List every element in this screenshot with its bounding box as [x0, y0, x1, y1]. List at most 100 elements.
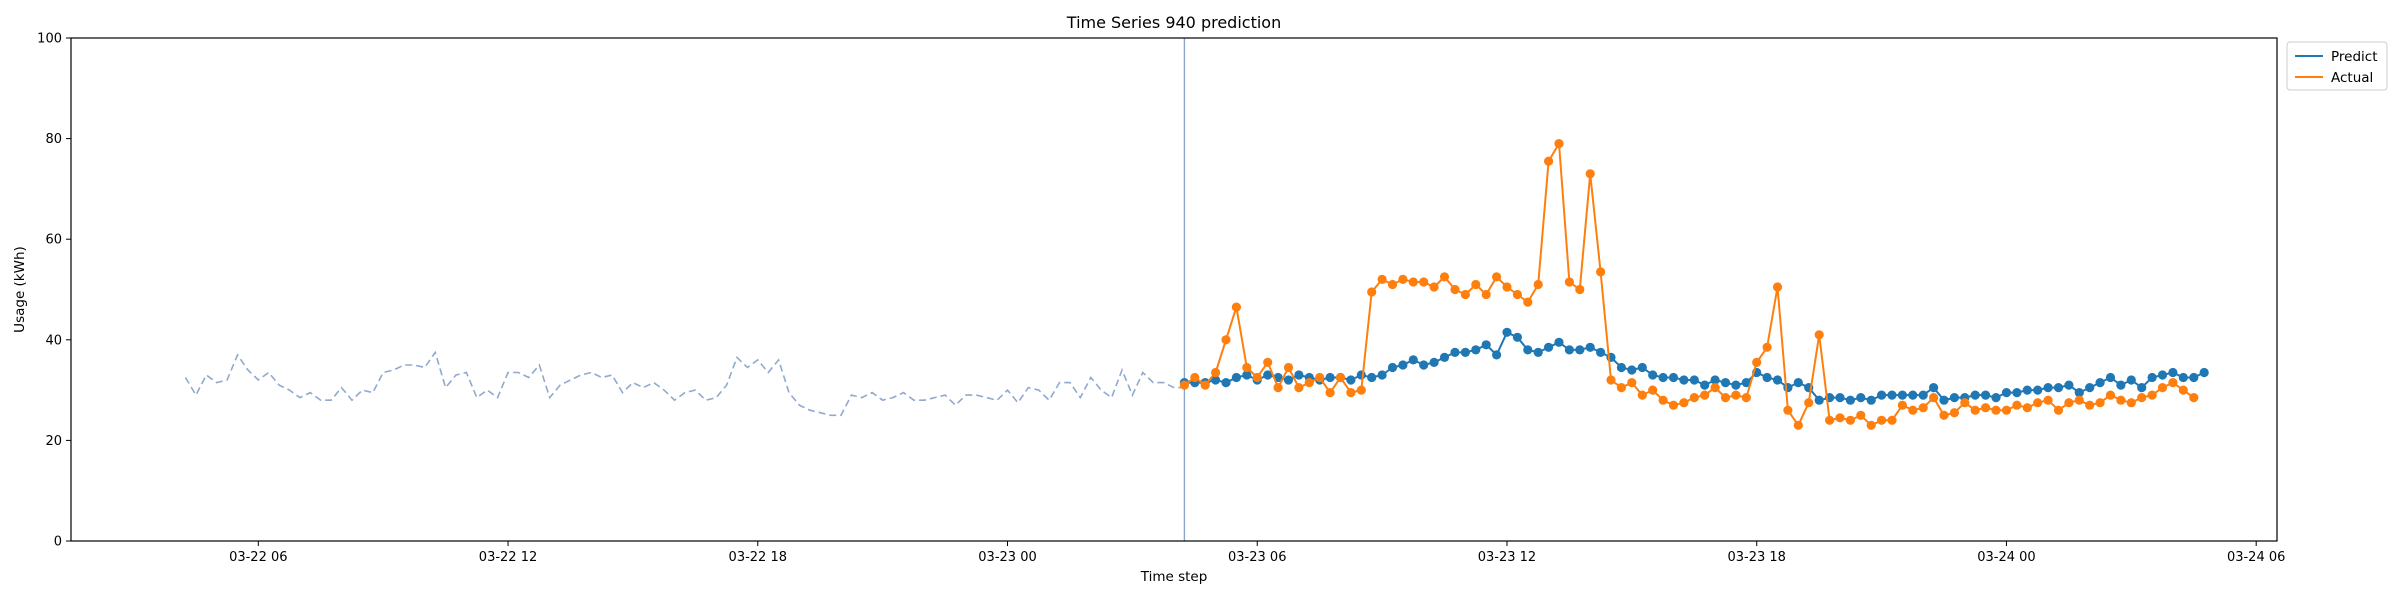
actual-point: [1741, 393, 1751, 403]
axes-frame: [70, 37, 2278, 542]
predict-point: [1720, 378, 1731, 388]
actual-point: [1460, 289, 1470, 300]
predict-point: [1596, 347, 1606, 357]
actual-point: [1720, 393, 1731, 403]
predict-point: [1231, 372, 1241, 383]
predict-point: [1981, 390, 1991, 400]
actual-point: [2147, 390, 2157, 400]
predict-series: [1179, 327, 2209, 405]
predict-point: [1700, 380, 1710, 390]
x-tick-label: 03-24 00: [1977, 550, 2035, 565]
actual-point: [1606, 375, 1616, 385]
predict-point: [1648, 370, 1658, 380]
predict-point: [1242, 370, 1252, 380]
actual-point: [1242, 362, 1252, 373]
actual-point: [2189, 393, 2199, 403]
actual-point: [1793, 420, 1803, 430]
x-tick-label: 03-23 06: [1228, 550, 1286, 565]
predict-point: [2085, 383, 2095, 393]
predict-point: [1294, 370, 1304, 380]
predict-point: [1939, 395, 1949, 405]
actual-point: [1991, 405, 2001, 415]
actual-point: [1492, 272, 1502, 282]
y-axis-label: Usage (kWh): [12, 246, 28, 333]
actual-point: [1419, 277, 1429, 287]
predict-point: [1263, 370, 1273, 380]
actual-point: [1263, 357, 1273, 367]
x-tick-label: 03-23 00: [978, 550, 1036, 565]
predict-point: [1991, 393, 2001, 403]
chart-title: Time Series 940 prediction: [1066, 13, 1281, 32]
actual-point: [1439, 272, 1450, 282]
actual-point: [1648, 385, 1658, 395]
actual-point: [1866, 420, 1876, 430]
x-axis: 03-22 06 03-22 12 03-22 18 03-23 00 03-23 06…: [229, 541, 2285, 565]
predict-point: [1439, 352, 1450, 362]
actual-point: [1315, 372, 1325, 383]
actual-point: [1429, 282, 1439, 292]
actual-point: [1731, 390, 1741, 400]
actual-point: [1294, 383, 1304, 393]
actual-point: [1939, 410, 1949, 420]
actual-point: [1887, 415, 1897, 425]
x-tick-label: 03-22 18: [729, 550, 787, 565]
actual-point: [1960, 398, 1970, 408]
predict-point: [1585, 342, 1595, 352]
x-tick-label: 03-22 06: [229, 550, 287, 565]
y-tick-label: 100: [37, 32, 62, 47]
predict-point: [1460, 347, 1470, 357]
predict-point: [2126, 375, 2136, 385]
actual-point: [1554, 139, 1564, 149]
actual-point: [2137, 393, 2147, 403]
x-tick-label: 03-23 12: [1478, 550, 1536, 565]
predict-point: [2022, 385, 2032, 395]
x-tick-label: 03-24 06: [2227, 550, 2285, 565]
history-line: [184, 350, 1186, 417]
actual-point: [2074, 395, 2084, 405]
predict-point: [2043, 383, 2053, 393]
predict-point: [2147, 372, 2157, 383]
predict-point: [1512, 332, 1522, 342]
predict-point: [1325, 372, 1335, 383]
actual-point: [1596, 267, 1606, 277]
predict-point: [1679, 375, 1689, 385]
actual-point: [2126, 398, 2136, 408]
predict-point: [2064, 380, 2074, 390]
predict-point: [1918, 390, 1928, 400]
actual-point: [1335, 372, 1346, 383]
predict-point: [1949, 393, 1959, 403]
actual-point: [1856, 410, 1866, 420]
actual-point: [1679, 398, 1689, 408]
actual-point: [1575, 284, 1585, 295]
actual-line: [1183, 140, 2195, 428]
predict-point: [2095, 378, 2105, 388]
predict-point: [1211, 375, 1221, 385]
predict-point: [1762, 372, 1772, 383]
actual-point: [1668, 400, 1679, 410]
y-tick-label: 0: [54, 535, 62, 550]
predict-point: [1877, 390, 1887, 400]
y-axis: 0 20 40 60 80 100: [37, 32, 71, 550]
actual-point: [1304, 378, 1314, 388]
predict-point: [1398, 360, 1408, 370]
actual-point: [1325, 388, 1335, 398]
predict-point: [2001, 388, 2012, 398]
predict-point: [1731, 380, 1741, 390]
x-tick-label: 03-23 18: [1727, 550, 1785, 565]
actual-point: [2085, 400, 2095, 410]
actual-point: [2033, 398, 2043, 408]
actual-point: [2178, 385, 2188, 395]
actual-point: [1346, 388, 1356, 398]
actual-point: [2053, 405, 2064, 415]
actual-point: [1804, 398, 1814, 408]
actual-point: [1471, 279, 1481, 290]
actual-point: [1845, 415, 1855, 425]
predict-point: [1575, 345, 1585, 355]
predict-point: [1783, 383, 1793, 393]
predict-point: [1637, 362, 1647, 373]
predict-point: [2199, 367, 2209, 378]
actual-point: [2012, 400, 2022, 410]
actual-series: [1179, 139, 2199, 430]
actual-point: [1211, 367, 1221, 378]
